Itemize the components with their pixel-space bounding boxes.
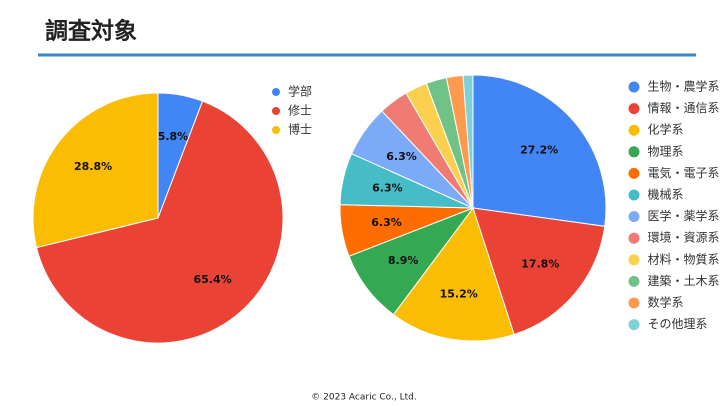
legend-label: 機械系 — [648, 187, 684, 202]
legend-label: 情報・通信系 — [648, 101, 720, 115]
legend-label: 医学・薬学系 — [648, 208, 720, 223]
slice-label: 27.2% — [520, 143, 558, 156]
legend-swatch — [272, 88, 280, 96]
legend-label: 数学系 — [648, 295, 684, 310]
legend-label: 材料・物質系 — [648, 251, 720, 266]
legend-label: その他理系 — [648, 317, 708, 331]
legend-label: 学部 — [288, 84, 312, 99]
legend-swatch — [628, 189, 640, 201]
footer: © 2023 Acaric Co., Ltd. — [311, 393, 416, 403]
legend-label: 電気・電子系 — [648, 165, 720, 180]
legend-swatch — [628, 297, 640, 309]
title: 調査対象 — [45, 18, 137, 45]
pie-slice — [472, 74, 607, 227]
legend-swatch — [628, 319, 640, 331]
legend-swatch — [272, 126, 280, 134]
legend-label: 化学系 — [648, 122, 684, 137]
slice-label: 15.2% — [440, 288, 478, 301]
legend-swatch — [272, 107, 280, 115]
slice-label: 65.4% — [193, 273, 231, 286]
legend-swatch — [628, 146, 640, 158]
legend-label: 建築・土木系 — [648, 273, 720, 288]
legend-swatch — [628, 103, 640, 115]
pie-slice — [472, 207, 606, 336]
legend-swatch — [628, 254, 640, 266]
slice-label: 28.8% — [74, 160, 112, 173]
legend-swatch — [628, 232, 640, 244]
slice-label: 6.3% — [372, 182, 403, 195]
pie-slice — [462, 74, 474, 209]
legend-label: 物理系 — [648, 144, 684, 158]
legend-label: 博士 — [288, 122, 312, 137]
legend-label: 生物・農学系 — [648, 79, 720, 94]
legend-label: 修士 — [288, 103, 312, 118]
slice-label: 8.9% — [388, 254, 419, 267]
pie-slice — [35, 100, 284, 344]
slice-label: 17.8% — [521, 257, 559, 270]
legend-swatch — [628, 167, 640, 179]
legend-swatch — [628, 81, 640, 93]
slice-label: 5.8% — [158, 130, 189, 143]
legend-swatch — [628, 124, 640, 136]
legend-swatch — [628, 211, 640, 223]
slice-label: 6.3% — [371, 216, 402, 229]
legend-swatch — [628, 275, 640, 287]
pie-slice — [392, 206, 515, 342]
legend-label: 環境・資源系 — [648, 230, 720, 245]
pie-slice — [32, 92, 159, 249]
slice-label: 6.3% — [386, 150, 417, 163]
